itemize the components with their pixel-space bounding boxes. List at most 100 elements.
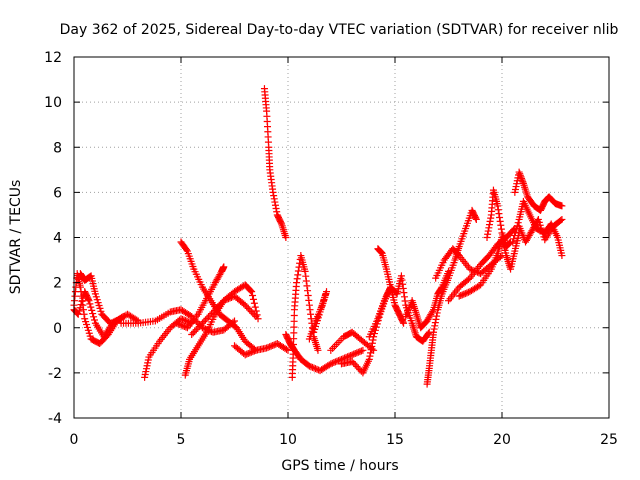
data-point bbox=[89, 310, 97, 318]
data-point bbox=[497, 225, 505, 233]
data-point bbox=[330, 359, 338, 367]
data-point bbox=[90, 316, 98, 324]
data-point bbox=[487, 214, 495, 222]
data-point bbox=[249, 292, 257, 300]
data-point bbox=[246, 306, 254, 314]
series-arc-12 bbox=[282, 331, 367, 375]
data-point bbox=[205, 313, 213, 321]
y-axis-label: SDTVAR / TECUs bbox=[8, 180, 24, 295]
data-point bbox=[217, 300, 225, 308]
data-point bbox=[188, 331, 196, 339]
data-point bbox=[241, 351, 249, 359]
data-point bbox=[510, 235, 518, 243]
data-point bbox=[269, 341, 277, 349]
data-point bbox=[214, 303, 222, 311]
data-point bbox=[466, 265, 474, 273]
data-point bbox=[304, 292, 312, 300]
data-point bbox=[400, 319, 408, 327]
data-point bbox=[310, 328, 318, 336]
series-arc-05 bbox=[117, 306, 238, 336]
data-point bbox=[263, 344, 271, 352]
data-point bbox=[88, 306, 96, 314]
data-point bbox=[302, 272, 310, 280]
data-point bbox=[189, 329, 197, 337]
data-point bbox=[460, 290, 468, 298]
series-arc-22 bbox=[445, 224, 519, 305]
data-point bbox=[250, 347, 258, 355]
data-point bbox=[206, 311, 214, 319]
data-point bbox=[294, 271, 302, 279]
data-point bbox=[519, 178, 527, 186]
data-point bbox=[558, 252, 566, 260]
x-tick-label: 20 bbox=[493, 432, 511, 448]
data-point bbox=[180, 322, 188, 330]
data-point bbox=[301, 267, 309, 275]
data-point bbox=[269, 188, 277, 196]
data-point bbox=[400, 293, 408, 301]
data-point bbox=[463, 289, 471, 297]
y-tick-label: 8 bbox=[53, 140, 62, 156]
data-point bbox=[112, 317, 120, 325]
data-point bbox=[76, 283, 84, 291]
data-point bbox=[515, 168, 523, 176]
data-point bbox=[397, 272, 405, 280]
data-point bbox=[305, 362, 313, 370]
data-point bbox=[399, 284, 407, 292]
data-point bbox=[433, 309, 441, 317]
data-point bbox=[399, 318, 407, 326]
data-point bbox=[472, 215, 480, 223]
data-point bbox=[331, 358, 339, 366]
data-point bbox=[514, 219, 522, 227]
x-tick-label: 5 bbox=[177, 432, 186, 448]
data-point bbox=[266, 343, 274, 351]
data-point bbox=[496, 217, 504, 225]
data-point bbox=[350, 350, 358, 358]
data-point bbox=[244, 304, 252, 312]
data-point bbox=[85, 297, 93, 305]
data-point bbox=[348, 351, 356, 359]
data-point bbox=[511, 228, 519, 236]
data-point bbox=[78, 297, 86, 305]
x-tick-label: 0 bbox=[70, 432, 79, 448]
data-point bbox=[114, 316, 122, 324]
data-point bbox=[366, 352, 374, 360]
data-point bbox=[250, 299, 258, 307]
data-point bbox=[369, 336, 377, 344]
data-point bbox=[251, 303, 259, 311]
data-point bbox=[495, 210, 503, 218]
data-point bbox=[356, 348, 364, 356]
data-point bbox=[516, 170, 524, 178]
data-point bbox=[472, 214, 480, 222]
data-point bbox=[430, 325, 438, 333]
data-point bbox=[348, 358, 356, 366]
data-point bbox=[253, 311, 261, 319]
data-point bbox=[75, 307, 83, 315]
data-point bbox=[325, 361, 333, 369]
data-point bbox=[254, 315, 262, 323]
data-point bbox=[179, 322, 187, 330]
data-point bbox=[485, 224, 493, 232]
data-point bbox=[109, 318, 117, 326]
y-tick-label: 12 bbox=[44, 50, 62, 66]
series-arc-08 bbox=[173, 263, 228, 332]
data-point bbox=[505, 239, 513, 247]
data-point bbox=[177, 321, 185, 329]
data-point bbox=[496, 214, 504, 222]
data-point bbox=[333, 357, 341, 365]
data-point bbox=[208, 310, 216, 318]
data-point bbox=[273, 208, 281, 216]
data-point bbox=[270, 195, 278, 203]
data-point bbox=[494, 202, 502, 210]
data-point bbox=[307, 363, 315, 371]
data-point bbox=[200, 318, 208, 326]
data-point bbox=[249, 295, 257, 303]
data-point bbox=[424, 330, 432, 338]
data-point bbox=[90, 313, 98, 321]
data-point bbox=[347, 351, 355, 359]
series-arc-19 bbox=[402, 267, 452, 332]
data-series bbox=[70, 85, 566, 388]
data-point bbox=[400, 289, 408, 297]
y-tick-label: 10 bbox=[44, 95, 62, 111]
data-point bbox=[302, 277, 310, 285]
data-point bbox=[241, 301, 249, 309]
